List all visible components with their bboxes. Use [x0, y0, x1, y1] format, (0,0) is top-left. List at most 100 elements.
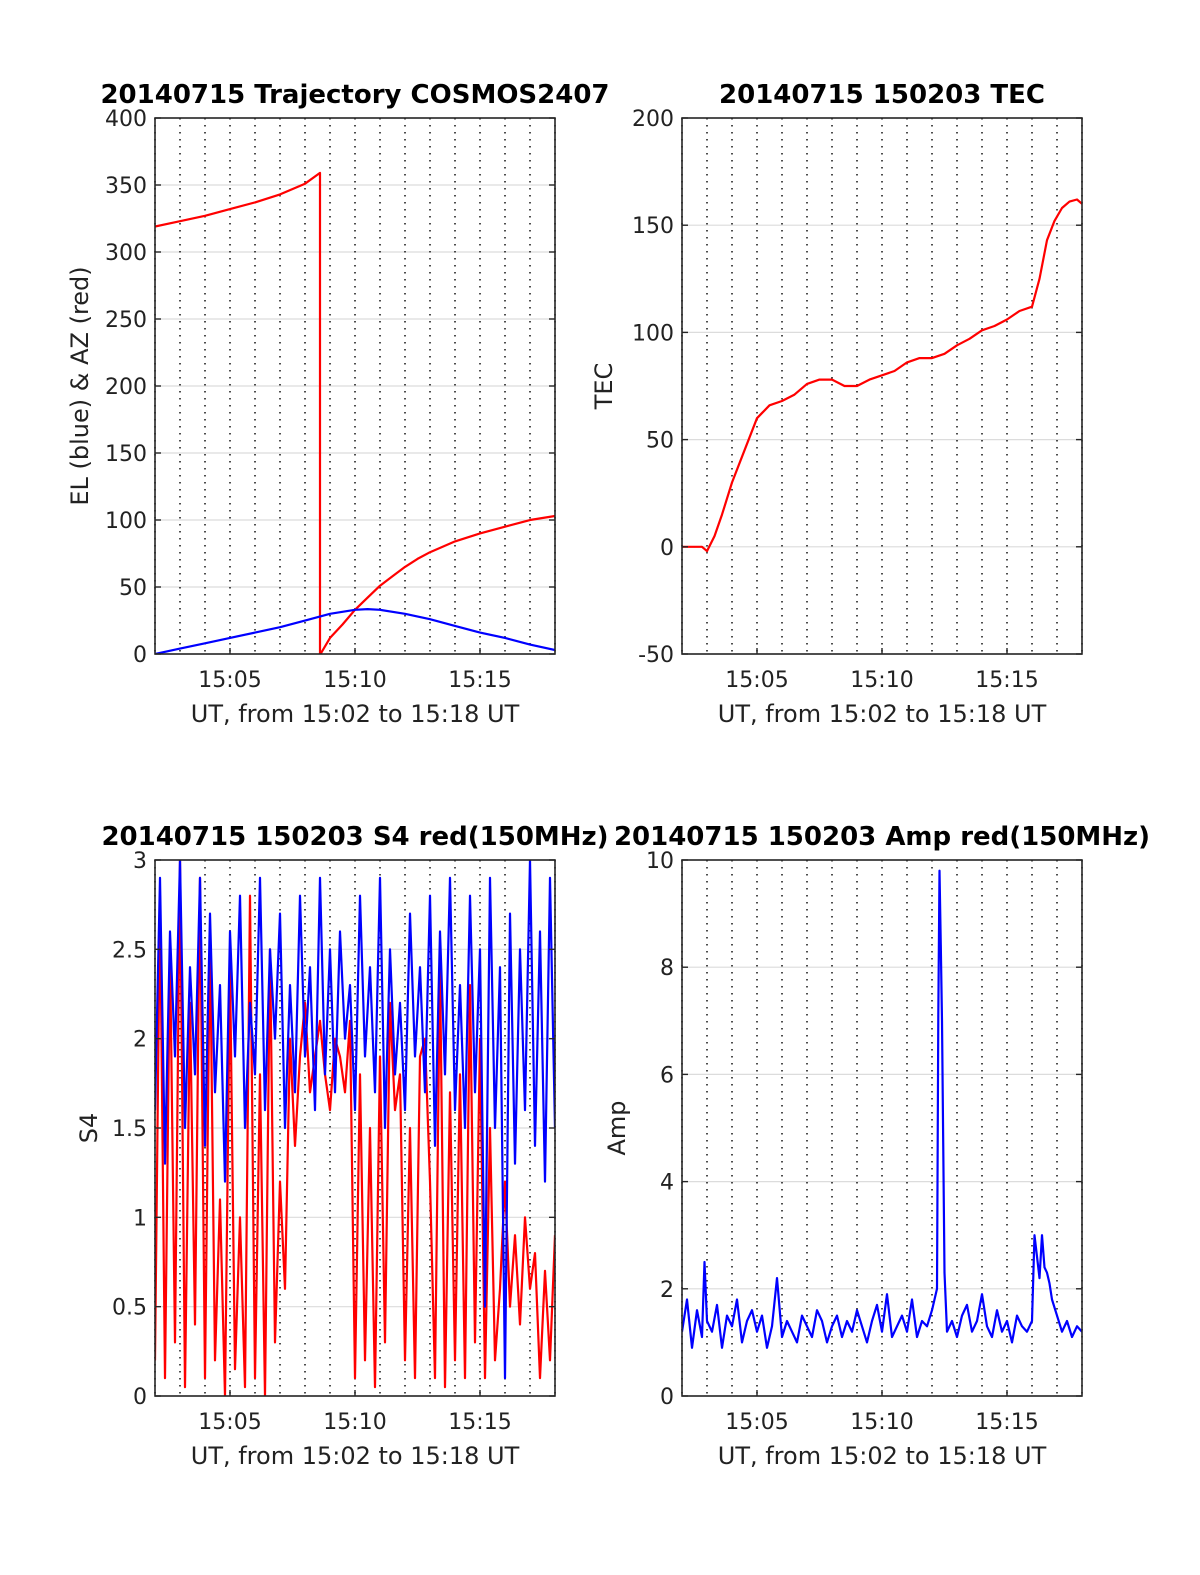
data-point [946, 1330, 948, 1333]
data-point [1016, 1314, 1018, 1317]
data-point [369, 966, 371, 968]
y-tick-label: 0 [133, 643, 147, 668]
data-point [344, 1091, 346, 1094]
data-point [279, 193, 281, 196]
data-point [539, 1377, 541, 1379]
data-point [1006, 1320, 1008, 1322]
data-point [366, 596, 369, 599]
data-point [1043, 1266, 1046, 1269]
data-point [1038, 1277, 1041, 1279]
data-point [841, 1336, 843, 1338]
data-point [364, 1359, 366, 1362]
data-point [379, 877, 381, 879]
data-point [299, 1055, 301, 1058]
data-point [1053, 220, 1056, 222]
data-point [429, 1180, 431, 1183]
data-point [514, 1162, 516, 1165]
data-point [706, 550, 708, 552]
data-point [918, 357, 921, 359]
data-point [519, 948, 521, 951]
data-point [746, 1320, 748, 1322]
data-point [831, 1325, 833, 1328]
data-point [971, 1330, 973, 1333]
data-point [349, 984, 351, 986]
data-point [339, 930, 341, 933]
data-point [1056, 1314, 1058, 1317]
data-point [304, 619, 306, 622]
y-tick-label: 6 [660, 1063, 674, 1088]
data-point [686, 1298, 688, 1301]
data-point [484, 1377, 486, 1379]
data-point [504, 637, 506, 639]
data-point [871, 1320, 873, 1322]
series-group [155, 860, 555, 1396]
plot-area [682, 118, 1082, 654]
y-axis-label: EL (blue) & AZ (red) [66, 266, 94, 505]
series-line-2 [155, 607, 555, 654]
data-point [1061, 207, 1063, 209]
data-point [544, 1180, 546, 1183]
data-point [354, 608, 356, 611]
data-point [454, 625, 456, 627]
y-tick-label: 50 [119, 576, 147, 601]
data-point [1068, 200, 1071, 203]
data-point [259, 1073, 261, 1076]
data-point [279, 1180, 281, 1183]
data-point [741, 1341, 743, 1344]
data-point [254, 201, 256, 204]
y-tick-label: 150 [632, 214, 674, 239]
data-point [294, 1145, 296, 1147]
data-point [229, 208, 231, 210]
data-point [494, 1359, 496, 1362]
data-point [731, 1325, 733, 1328]
data-point [359, 1073, 361, 1076]
data-point [391, 575, 394, 578]
data-point [1048, 1282, 1051, 1285]
data-point [249, 894, 251, 897]
y-axis-label: S4 [75, 1113, 103, 1144]
data-point [199, 877, 201, 879]
data-point [334, 1091, 336, 1094]
data-point [329, 637, 331, 639]
data-point [279, 912, 281, 915]
y-tick-label: 100 [632, 321, 674, 346]
data-point [254, 1073, 256, 1076]
data-point [164, 1377, 166, 1379]
data-point [981, 1293, 983, 1295]
data-point [736, 1298, 738, 1301]
data-point [489, 877, 491, 879]
data-point [329, 1109, 331, 1111]
data-point [1036, 1255, 1038, 1258]
data-point [726, 1314, 728, 1317]
data-point [1041, 1234, 1043, 1236]
data-point [184, 1127, 186, 1129]
data-point [901, 1314, 903, 1317]
data-point [289, 984, 291, 986]
y-axis-label: Amp [603, 1100, 631, 1155]
data-point [539, 930, 541, 933]
data-point [319, 877, 321, 879]
data-point [464, 1377, 466, 1379]
data-point [896, 1325, 898, 1328]
data-point [484, 1305, 486, 1308]
data-point [1001, 1330, 1003, 1333]
series-line-1 [682, 869, 1082, 1349]
chart-title: 20140715 150203 Amp red(150MHz) [614, 822, 1150, 852]
x-tick-label: 15:15 [975, 1410, 1038, 1435]
data-point [751, 1309, 753, 1312]
x-tick-label: 15:10 [323, 1410, 386, 1435]
data-point [444, 1386, 446, 1388]
data-point [409, 1127, 411, 1129]
data-point [379, 584, 381, 587]
data-point [893, 370, 896, 372]
data-point [219, 1198, 221, 1201]
data-point [404, 566, 406, 568]
data-point [939, 944, 942, 947]
data-point [341, 623, 344, 626]
data-point [454, 1359, 456, 1362]
data-point [194, 1323, 196, 1326]
data-point [921, 1320, 923, 1322]
data-point [344, 1037, 346, 1040]
data-point [519, 1323, 521, 1326]
